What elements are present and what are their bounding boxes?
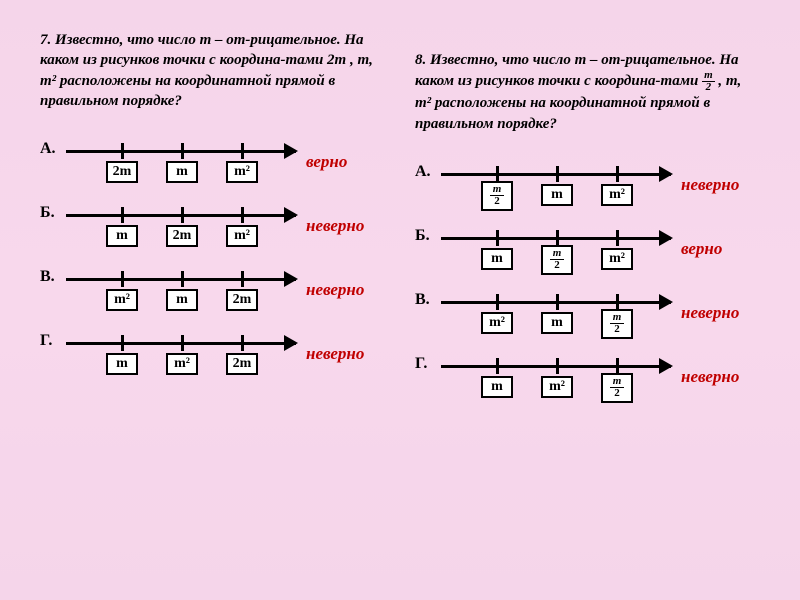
number-line: m 2m m² — [66, 202, 296, 250]
tick-mark — [496, 166, 499, 182]
arrow-icon — [659, 166, 673, 182]
point-label: 2m — [226, 353, 258, 375]
number-line: m² m m2 — [441, 289, 671, 337]
question-8-text-pre: 8. Известно, что число m – от-рицательно… — [415, 52, 739, 89]
q7-option-Б: Б. m 2m m² неверно — [40, 200, 385, 252]
option-letter: Г. — [415, 351, 441, 373]
tick-mark — [496, 358, 499, 374]
point-label: m² — [166, 353, 198, 375]
tick-mark — [241, 207, 244, 223]
tick-mark — [616, 358, 619, 374]
tick-mark — [181, 335, 184, 351]
point-label: m — [166, 289, 198, 311]
verdict-label: неверно — [306, 280, 364, 300]
question-8-column: 8. Известно, что число m – от-рицательно… — [415, 30, 760, 415]
verdict-label: неверно — [681, 175, 739, 195]
tick-mark — [616, 230, 619, 246]
point-label: m — [166, 161, 198, 183]
arrow-icon — [284, 143, 298, 159]
point-label: m2 — [601, 309, 633, 339]
tick-mark — [496, 230, 499, 246]
verdict-label: верно — [681, 239, 722, 259]
point-label: m — [106, 225, 138, 247]
verdict-label: неверно — [681, 367, 739, 387]
number-line: 2m m m² — [66, 138, 296, 186]
tick-mark — [241, 335, 244, 351]
q7-option-А: А. 2m m m² верно — [40, 136, 385, 188]
point-label: m — [541, 312, 573, 334]
number-line: m m² 2m — [66, 330, 296, 378]
number-line: m2 m m² — [441, 161, 671, 209]
tick-mark — [121, 271, 124, 287]
option-letter: Б. — [415, 223, 441, 245]
number-line: m² m 2m — [66, 266, 296, 314]
option-letter: Г. — [40, 328, 66, 350]
point-label: m² — [226, 161, 258, 183]
tick-mark — [241, 143, 244, 159]
arrow-icon — [284, 271, 298, 287]
point-label: m2 — [541, 245, 573, 275]
point-label: m — [481, 248, 513, 270]
q7-option-Г: Г. m m² 2m неверно — [40, 328, 385, 380]
point-label: m — [541, 184, 573, 206]
tick-mark — [121, 143, 124, 159]
q8-option-Б: Б. m m2 m² верно — [415, 223, 760, 275]
option-letter: В. — [40, 264, 66, 286]
point-label: m² — [226, 225, 258, 247]
arrow-icon — [659, 358, 673, 374]
point-label: m² — [481, 312, 513, 334]
question-8-options: А. m2 m m² неверно Б. m m2 m² верно В. m² m m2 неверно… — [415, 159, 760, 403]
option-letter: Б. — [40, 200, 66, 222]
point-label: m² — [601, 248, 633, 270]
fraction-m-over-2-inline: m 2 — [702, 70, 715, 93]
tick-mark — [241, 271, 244, 287]
tick-mark — [181, 143, 184, 159]
arrow-icon — [284, 335, 298, 351]
tick-mark — [181, 207, 184, 223]
tick-mark — [616, 294, 619, 310]
q8-option-Г: Г. m m² m2 неверно — [415, 351, 760, 403]
number-line: m m² m2 — [441, 353, 671, 401]
arrow-icon — [659, 294, 673, 310]
tick-mark — [556, 230, 559, 246]
verdict-label: неверно — [306, 216, 364, 236]
question-7-text: 7. Известно, что число m – от-рицательно… — [40, 30, 385, 111]
tick-mark — [121, 335, 124, 351]
question-7-options: А. 2m m m² верно Б. m 2m m² неверно В. m² m 2m неверно… — [40, 136, 385, 380]
option-letter: В. — [415, 287, 441, 309]
tick-mark — [121, 207, 124, 223]
option-letter: А. — [415, 159, 441, 181]
tick-mark — [616, 166, 619, 182]
verdict-label: неверно — [306, 344, 364, 364]
point-label: m² — [601, 184, 633, 206]
tick-mark — [181, 271, 184, 287]
tick-mark — [556, 294, 559, 310]
q8-option-А: А. m2 m m² неверно — [415, 159, 760, 211]
number-line: m m2 m² — [441, 225, 671, 273]
point-label: m — [481, 376, 513, 398]
q7-option-В: В. m² m 2m неверно — [40, 264, 385, 316]
verdict-label: верно — [306, 152, 347, 172]
point-label: 2m — [166, 225, 198, 247]
tick-mark — [556, 358, 559, 374]
tick-mark — [556, 166, 559, 182]
point-label: 2m — [106, 161, 138, 183]
q8-option-В: В. m² m m2 неверно — [415, 287, 760, 339]
point-label: 2m — [226, 289, 258, 311]
option-letter: А. — [40, 136, 66, 158]
arrow-icon — [659, 230, 673, 246]
point-label: m² — [541, 376, 573, 398]
question-8-text: 8. Известно, что число m – от-рицательно… — [415, 50, 760, 134]
point-label: m2 — [601, 373, 633, 403]
tick-mark — [496, 294, 499, 310]
verdict-label: неверно — [681, 303, 739, 323]
question-7-column: 7. Известно, что число m – от-рицательно… — [40, 30, 385, 415]
arrow-icon — [284, 207, 298, 223]
point-label: m — [106, 353, 138, 375]
point-label: m2 — [481, 181, 513, 211]
point-label: m² — [106, 289, 138, 311]
